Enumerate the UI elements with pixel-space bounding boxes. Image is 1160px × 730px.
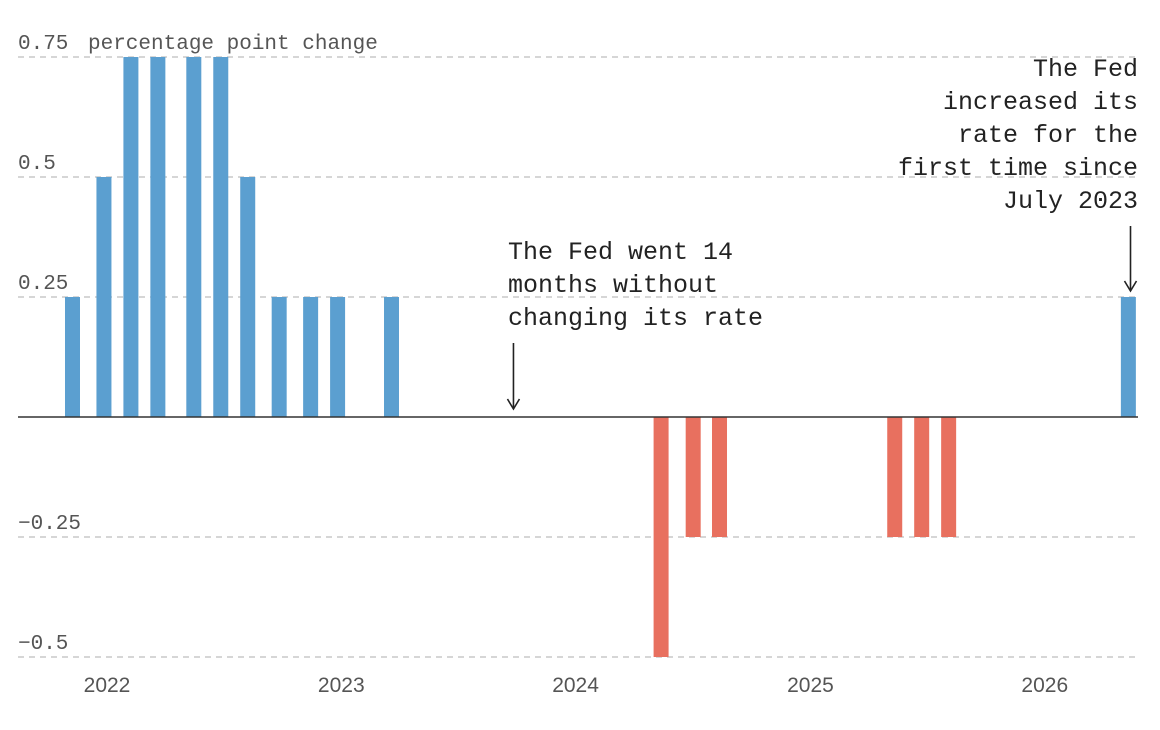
bar [887, 417, 903, 537]
bar [240, 177, 256, 417]
annotation-rate-increase-line: rate for the [958, 121, 1138, 150]
x-axis-labels: 2022 2023 2024 2025 2026 [84, 674, 1068, 697]
y-axis-labels: 0.75 percentage point change 0.5 0.25 −0.25 −… [18, 33, 378, 656]
bar [213, 57, 229, 417]
y-tick-label: −0.5 [18, 633, 68, 656]
annotation-14-months-line: months without [508, 271, 718, 300]
bar [384, 297, 400, 417]
bar [150, 57, 166, 417]
bar [271, 297, 287, 417]
y-tick-label: −0.25 [18, 513, 81, 536]
bars [64, 57, 1136, 657]
x-tick-label: 2024 [552, 674, 599, 697]
x-tick-label: 2025 [787, 674, 834, 697]
bar [1120, 297, 1136, 417]
annotation-rate-increase-line: increased its [943, 88, 1138, 117]
x-tick-label: 2023 [318, 674, 365, 697]
annotation-14-months-line: changing its rate [508, 304, 763, 333]
annotations: The Fed went 14 months without changing it… [506, 55, 1138, 411]
bar [64, 297, 80, 417]
annotation-rate-increase-line: first time since [898, 154, 1138, 183]
bar [96, 177, 112, 417]
bar [914, 417, 930, 537]
annotation-rate-increase-line: The Fed [1033, 55, 1138, 84]
x-tick-label: 2022 [84, 674, 131, 697]
bar [123, 57, 139, 417]
bar [941, 417, 957, 537]
y-axis-label: percentage point change [88, 33, 378, 56]
bar [653, 417, 669, 657]
bar [712, 417, 728, 537]
y-tick-label: 0.5 [18, 153, 56, 176]
bar [685, 417, 701, 537]
x-tick-label: 2026 [1021, 674, 1068, 697]
annotation-arrowhead [1123, 280, 1138, 293]
y-tick-label: 0.25 [18, 273, 68, 296]
annotation-14-months-line: The Fed went 14 [508, 238, 733, 267]
bar [186, 57, 202, 417]
annotation-arrowhead [506, 398, 521, 411]
bar [330, 297, 346, 417]
y-tick-label: 0.75 [18, 33, 68, 56]
annotation-rate-increase-line: July 2023 [1003, 187, 1138, 216]
bar [303, 297, 319, 417]
